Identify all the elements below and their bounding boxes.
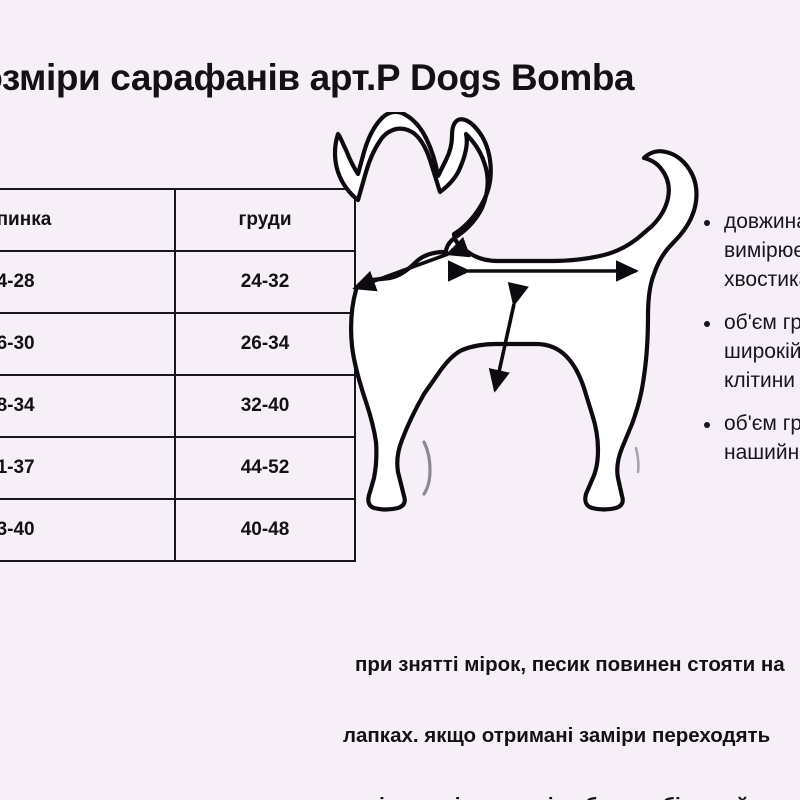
chest-girth-arrow: [488, 281, 529, 393]
dog-body-outline: [332, 112, 699, 512]
footer-note-line-2: лапках. якщо отримані заміри переходять: [343, 723, 771, 747]
fur-tuft-detail-rear: [634, 446, 640, 474]
measurement-instructions-list: довжина спинки - вимірюється до хвостика…: [700, 208, 800, 482]
cell-back-5: 33-40: [0, 498, 176, 562]
footer-note-line-1: при знятті мірок, песик повинен стояти н…: [355, 653, 785, 677]
column-header-back: спинка: [0, 188, 176, 252]
list-item: довжина спинки - вимірюється до хвостика: [700, 208, 800, 295]
size-chart-table: спинка груди 24-28 24-32 26-30 26-34 28-…: [0, 188, 356, 562]
cell-back-1: 24-28: [0, 250, 176, 314]
table-row: 28-34 32-40: [0, 374, 356, 438]
cell-back-4: 31-37: [0, 436, 176, 500]
cell-chest-3: 32-40: [174, 374, 356, 438]
dog-side-view-diagram: [320, 112, 702, 532]
cell-back-3: 28-34: [0, 374, 176, 438]
table-row: 33-40 40-48: [0, 498, 356, 562]
footer-note: при знятті мірок, песик повинен стояти н…: [343, 612, 800, 800]
cell-back-2: 26-30: [0, 312, 176, 376]
list-item: об'єм грудей - широкій частині клітини: [700, 309, 800, 396]
table-row: 31-37 44-52: [0, 436, 356, 500]
cell-chest-4: 44-52: [174, 436, 356, 500]
footer-note-line-3: між розмірами, слід обирати більший: [364, 788, 800, 800]
list-item: об'єм грудей - нашийника: [700, 410, 800, 468]
cell-chest-5: 40-48: [174, 498, 356, 562]
neck-girth-arrow: [352, 236, 471, 292]
fur-tuft-detail: [422, 440, 432, 496]
page-title: розміри сарафанів арт.Р Dogs Bomba: [0, 57, 635, 98]
cell-chest-2: 26-34: [174, 312, 356, 376]
column-header-chest: груди: [174, 188, 356, 252]
table-header-row: спинка груди: [0, 188, 356, 252]
table-row: 24-28 24-32: [0, 250, 356, 314]
table-row: 26-30 26-34: [0, 312, 356, 376]
